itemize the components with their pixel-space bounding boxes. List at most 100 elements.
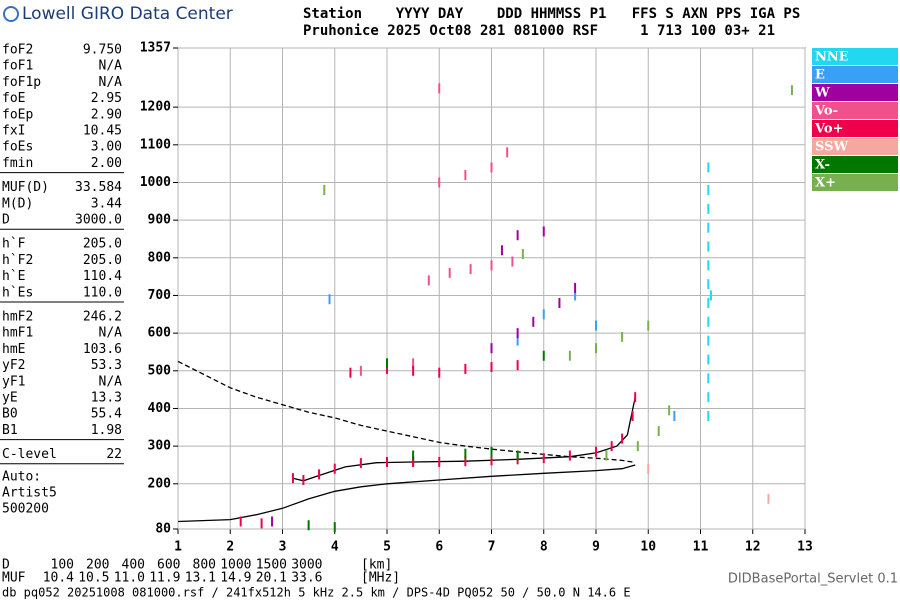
echo-point [469, 264, 472, 275]
echo-point [595, 446, 597, 457]
legend-swatch [812, 120, 898, 137]
x-tick-label: 13 [797, 540, 813, 555]
x-tick-label: 9 [592, 540, 600, 555]
echo-point [707, 185, 710, 196]
param-name: foF1 [2, 59, 33, 74]
echo-point [438, 83, 441, 94]
param-value: 110.0 [83, 285, 122, 300]
param-name: foE [2, 91, 25, 106]
param-name: foEs [2, 140, 33, 155]
param-name: yE [2, 391, 18, 406]
param-name: yF1 [2, 374, 25, 389]
y-tick-label: 80 [155, 522, 171, 537]
echo-point [542, 309, 545, 320]
param-name: MUF(D) [2, 180, 49, 195]
y-tick-label: 1100 [140, 137, 171, 152]
legend-label: Vo- [814, 104, 838, 119]
echo-point [707, 354, 710, 365]
echo-point [490, 260, 493, 271]
header-labels: Station YYYY DAY DDD HHMMSS P1 FFS S AXN… [303, 6, 800, 22]
param-value: 9.750 [83, 43, 122, 58]
y-tick-label: 500 [148, 363, 172, 378]
y-tick-label: 600 [148, 326, 172, 341]
profile-curve [177, 360, 633, 463]
profile-curve [177, 464, 636, 523]
echo-point [558, 298, 561, 309]
x-tick-label: 12 [745, 540, 761, 555]
param-value: N/A [99, 326, 123, 341]
legend-label: W [814, 86, 830, 101]
legend-label: X- [815, 158, 830, 173]
echo-point [610, 441, 613, 452]
echo-point [790, 85, 793, 96]
x-tick-label: 8 [540, 540, 548, 555]
y-tick-label: 300 [148, 439, 172, 454]
y-tick-label: 1200 [140, 100, 171, 115]
echo-point [349, 367, 352, 378]
echo-point [412, 456, 415, 467]
logo-icon [3, 6, 19, 22]
echo-point [542, 226, 545, 237]
legend-label: Vo+ [814, 122, 843, 137]
profile-curve [292, 397, 636, 482]
distance-value: 3000 [291, 558, 322, 573]
legend-swatch [812, 174, 898, 191]
legend-swatch [812, 66, 898, 83]
y-tick-label: 200 [148, 476, 172, 491]
legend-swatch [812, 102, 898, 119]
param-value: 10.45 [83, 124, 122, 139]
echo-point [631, 411, 634, 422]
echo-point [412, 450, 415, 461]
x-tick-label: 4 [331, 540, 339, 555]
echo-point [239, 516, 242, 527]
param-name: fmin [2, 156, 33, 171]
param-value: N/A [99, 75, 123, 90]
echo-point [673, 411, 676, 422]
echo-point [707, 316, 710, 327]
param-value: 3.44 [91, 196, 122, 211]
x-tick-label: 1 [174, 540, 182, 555]
echo-point [464, 448, 467, 459]
distance-value: 600 [157, 558, 180, 573]
echo-point [438, 177, 441, 188]
auto-line: 500200 [2, 502, 49, 517]
echo-point [302, 475, 305, 486]
muf-value: 10.4 [43, 571, 74, 586]
echo-point [359, 365, 362, 376]
echo-point [568, 450, 571, 461]
muf-value: 13.1 [185, 571, 216, 586]
x-tick-label: 10 [640, 540, 656, 555]
echo-point [386, 358, 388, 369]
param-name: yF2 [2, 358, 25, 373]
echo-point [532, 316, 535, 327]
echo-point [427, 275, 430, 286]
param-value: 205.0 [83, 237, 122, 252]
echo-point [438, 367, 441, 378]
echo-point [500, 245, 503, 256]
y-tick-label: 900 [148, 213, 172, 228]
echo-point [386, 456, 388, 467]
echo-point [448, 267, 451, 278]
param-name: hmF1 [2, 326, 33, 341]
echo-point [595, 320, 597, 331]
x-tick-label: 5 [383, 540, 391, 555]
echo-point [511, 256, 514, 267]
legend-swatch [812, 84, 898, 101]
param-value: 22 [106, 447, 122, 462]
param-name: foF2 [2, 43, 33, 58]
echo-point [271, 516, 274, 527]
echo-point [307, 520, 310, 531]
echo-point [412, 358, 415, 369]
param-name: foF1p [2, 75, 41, 90]
echo-point [359, 458, 362, 469]
param-name: C-level [2, 447, 57, 462]
legend-label: X+ [815, 176, 836, 191]
logo-text: Lowell GIRO Data Center [22, 4, 233, 24]
echo-point [707, 203, 710, 214]
echo-point [260, 518, 263, 529]
echo-point [464, 169, 467, 180]
legend-label: SSW [815, 140, 848, 155]
param-value: 205.0 [83, 253, 122, 268]
echo-point [333, 463, 336, 474]
